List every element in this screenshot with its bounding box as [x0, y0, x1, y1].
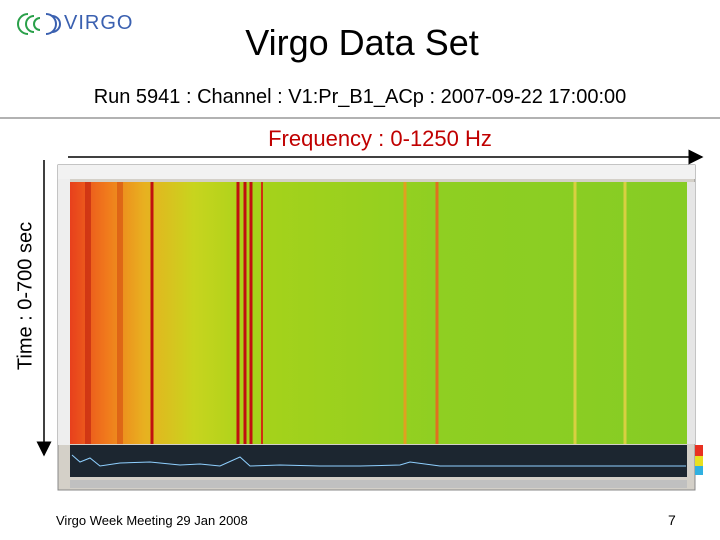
y-axis-label: Time : 0-700 sec — [14, 221, 37, 371]
logo-mark — [17, 13, 61, 35]
x-axis-label: Frequency : 0-1250 Hz — [268, 126, 492, 151]
spectrogram — [57, 164, 703, 491]
subtitle: Run 5941 : Channel : V1:Pr_B1_ACp : 2007… — [93, 86, 627, 108]
footer: Virgo Week Meeting 29 Jan 2008 — [56, 513, 248, 528]
logo-text: VIRGO — [64, 12, 134, 34]
page-number: 7 — [668, 512, 676, 528]
title: Virgo Data Set — [245, 22, 479, 63]
